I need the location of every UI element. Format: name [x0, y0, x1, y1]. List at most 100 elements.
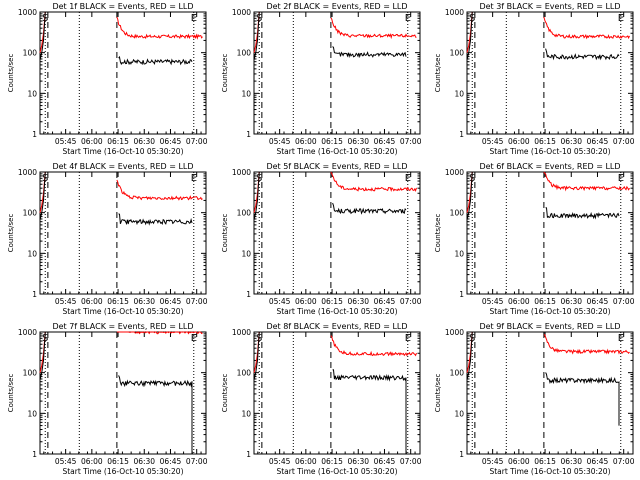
x-tick-label: 06:30 — [347, 457, 369, 466]
events-series-line — [118, 213, 193, 226]
x-tick-label: 06:15 — [107, 137, 129, 146]
x-axis-label: Start Time (16-Oct-10 05:30:20) — [489, 147, 610, 156]
y-tick-label: 1 — [32, 450, 37, 459]
y-tick-label: 100 — [23, 209, 38, 218]
x-tick-label: 06:30 — [560, 137, 582, 146]
events-spike — [39, 11, 46, 60]
plot-title: Det 3f BLACK = Events, RED = LLD — [479, 2, 620, 11]
lld-series-line — [116, 16, 203, 40]
y-tick-label: 1 — [459, 450, 464, 459]
y-tick-label: 1 — [246, 130, 251, 139]
detector-panel: Det 7f BLACK = Events, RED = LLD 1 10 100 10… — [7, 322, 208, 476]
y-tick-label: 10 — [241, 409, 251, 418]
x-tick-label: 06:00 — [295, 297, 317, 306]
end-marker-label: E — [405, 13, 411, 24]
x-axis-label: Start Time (16-Oct-10 05:30:20) — [276, 147, 397, 156]
y-tick-label: 1 — [459, 130, 464, 139]
lld-series-line — [330, 17, 417, 40]
y-tick-label: 1000 — [18, 8, 37, 17]
x-tick-label: 06:30 — [133, 297, 155, 306]
x-tick-label: 06:00 — [81, 457, 103, 466]
x-tick-label: 06:45 — [587, 137, 609, 146]
lld-series-line — [330, 335, 417, 357]
x-tick-label: 05:45 — [482, 297, 504, 306]
x-tick-label: 06:00 — [81, 297, 103, 306]
x-axis-label: Start Time (16-Oct-10 05:30:20) — [62, 307, 183, 316]
detector-panel: Det 3f BLACK = Events, RED = LLD 1 10 100 10… — [434, 2, 635, 156]
events-series-line — [332, 46, 407, 59]
y-axis-label: Counts/sec — [221, 54, 229, 93]
x-tick-label: 05:45 — [482, 137, 504, 146]
detector-panel: Det 5f BLACK = Events, RED = LLD 1 10 100 10… — [221, 162, 422, 316]
y-tick-label: 10 — [27, 409, 37, 418]
x-tick-label: 06:15 — [534, 137, 556, 146]
events-series-line — [118, 375, 193, 454]
plot-title: Det 8f BLACK = Events, RED = LLD — [266, 322, 407, 331]
detector-panel: Det 2f BLACK = Events, RED = LLD 1 10 100 10… — [221, 2, 422, 156]
x-tick-label: 06:45 — [160, 457, 182, 466]
y-tick-label: 1 — [246, 450, 251, 459]
plot-title: Det 4f BLACK = Events, RED = LLD — [52, 162, 193, 171]
lld-series-line — [116, 179, 203, 201]
x-axis-label: Start Time (16-Oct-10 05:30:20) — [276, 307, 397, 316]
events-series-line — [545, 48, 620, 61]
x-tick-label: 07:00 — [186, 297, 208, 306]
events-spike — [466, 331, 473, 380]
x-axis-label: Start Time (16-Oct-10 05:30:20) — [489, 307, 610, 316]
y-tick-label: 1000 — [18, 328, 37, 337]
x-tick-label: 07:00 — [186, 137, 208, 146]
x-tick-label: 06:15 — [321, 297, 343, 306]
x-tick-label: 06:30 — [347, 297, 369, 306]
y-axis-label: Counts/sec — [221, 214, 229, 253]
y-axis-label: Counts/sec — [221, 374, 229, 413]
x-tick-label: 07:00 — [400, 457, 422, 466]
y-tick-label: 100 — [237, 49, 252, 58]
plot-frame — [466, 331, 634, 455]
detector-panel: Det 8f BLACK = Events, RED = LLD 1 10 100 10… — [221, 322, 422, 476]
events-spike — [253, 331, 260, 380]
x-tick-label: 05:45 — [55, 297, 77, 306]
x-tick-label: 06:15 — [321, 137, 343, 146]
y-tick-label: 1000 — [232, 8, 251, 17]
x-tick-label: 06:30 — [560, 457, 582, 466]
lld-series-line — [116, 331, 203, 335]
x-tick-label: 06:45 — [160, 137, 182, 146]
y-tick-label: 10 — [454, 409, 464, 418]
y-axis-label: Counts/sec — [434, 374, 442, 413]
y-axis-label: Counts/sec — [7, 374, 15, 413]
x-tick-label: 06:45 — [587, 457, 609, 466]
x-tick-label: 06:15 — [107, 297, 129, 306]
x-tick-label: 06:15 — [321, 457, 343, 466]
plot-frame — [39, 11, 207, 135]
y-axis-label: Counts/sec — [434, 214, 442, 253]
x-tick-label: 06:15 — [534, 457, 556, 466]
detector-panel: Det 4f BLACK = Events, RED = LLD 1 10 100 10… — [7, 162, 208, 316]
y-tick-label: 100 — [237, 209, 252, 218]
x-tick-label: 06:30 — [133, 137, 155, 146]
x-tick-label: 07:00 — [613, 297, 635, 306]
end-marker-label: E — [191, 13, 197, 24]
x-tick-label: 06:30 — [347, 137, 369, 146]
end-marker-label: E — [191, 333, 197, 344]
x-tick-label: 06:45 — [587, 297, 609, 306]
y-tick-label: 10 — [241, 249, 251, 258]
x-tick-label: 05:45 — [482, 457, 504, 466]
y-tick-label: 100 — [450, 209, 465, 218]
x-axis-label: Start Time (16-Oct-10 05:30:20) — [62, 467, 183, 476]
lld-series-line — [543, 171, 630, 192]
plot-title: Det 7f BLACK = Events, RED = LLD — [52, 322, 193, 331]
end-marker-label: E — [405, 173, 411, 184]
y-tick-label: 10 — [27, 249, 37, 258]
y-tick-label: 1 — [459, 290, 464, 299]
events-series-line — [118, 55, 193, 66]
y-tick-label: 1000 — [445, 168, 464, 177]
end-marker-label: E — [405, 333, 411, 344]
x-tick-label: 06:45 — [160, 297, 182, 306]
plot-title: Det 5f BLACK = Events, RED = LLD — [266, 162, 407, 171]
x-axis-label: Start Time (16-Oct-10 05:30:20) — [62, 147, 183, 156]
x-tick-label: 05:45 — [269, 457, 291, 466]
y-tick-label: 100 — [450, 49, 465, 58]
x-tick-label: 06:45 — [374, 137, 396, 146]
